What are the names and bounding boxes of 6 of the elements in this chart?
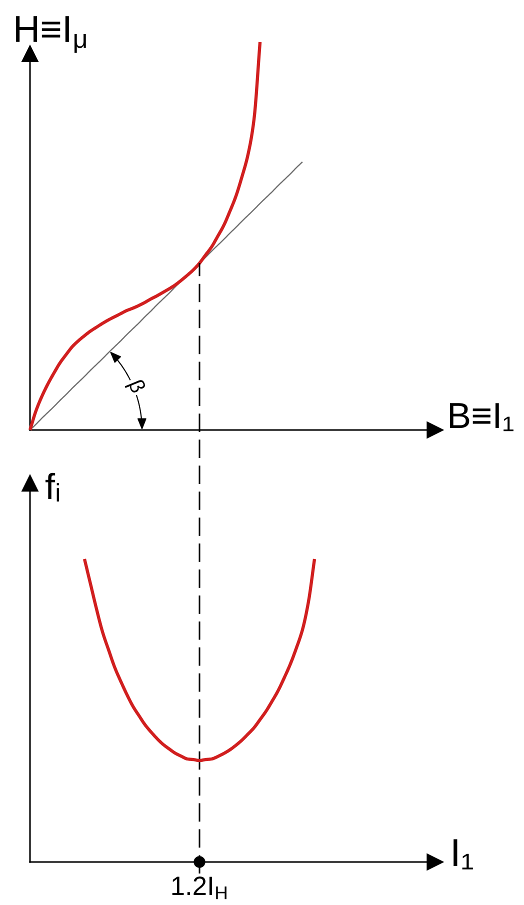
y-axis-title: H≡I$_{μ}$ [16, 16, 86, 53]
x-axis-title: B≡I₁ [450, 403, 514, 432]
y-axis-title: fᵢ [46, 472, 59, 502]
annotation: β [124, 378, 146, 396]
x-axis-title: I₁ [454, 839, 473, 870]
text: 1.2I$_{H}$ [172, 876, 226, 900]
